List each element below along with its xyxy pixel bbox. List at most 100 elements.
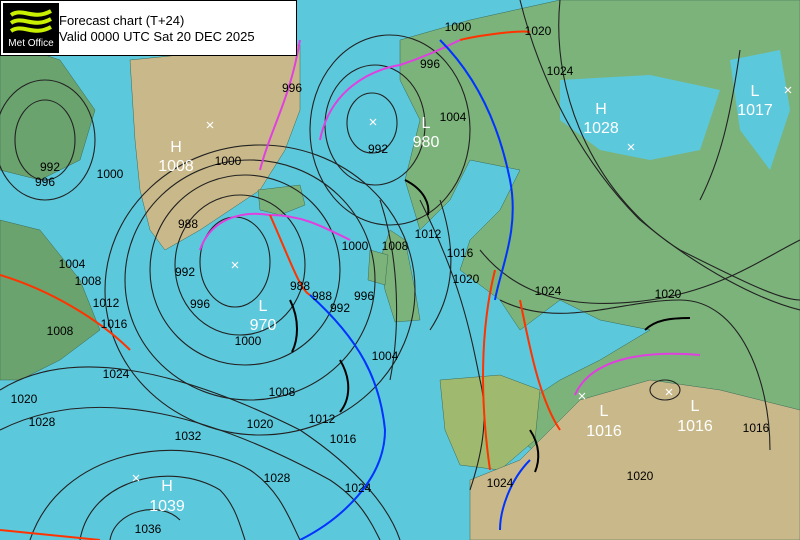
- north-africa: [469, 379, 800, 540]
- pressure-centre: H 1028: [583, 101, 619, 137]
- isobar-label: 1028: [264, 471, 291, 485]
- isobar-label: 996: [354, 289, 374, 303]
- isobar-label: 1008: [75, 274, 102, 288]
- svg-text:980: 980: [413, 134, 440, 151]
- svg-text:H: H: [170, 139, 182, 156]
- logo-waves-icon: [9, 9, 52, 33]
- pressure-centre: L 1017: [737, 83, 773, 119]
- isobar-label: 1024: [345, 481, 372, 495]
- isobar-label: 996: [420, 57, 440, 71]
- isobar-label: 1020: [525, 24, 552, 38]
- pressure-centre: L 980: [413, 115, 440, 151]
- trough: [404, 179, 430, 216]
- isobar-labels: 1008 1000 1020 1024 996 992 996 1000 1000 996 992 1…: [11, 20, 770, 536]
- svg-text:L: L: [751, 83, 760, 100]
- logo-text: Met Office: [8, 38, 54, 49]
- fronts: [0, 30, 701, 540]
- svg-text:1017: 1017: [737, 102, 773, 119]
- isobar-label: 1024: [103, 367, 130, 381]
- trough: [644, 317, 691, 331]
- iceland: [257, 184, 306, 216]
- trough: [339, 359, 350, 413]
- warm-front: [519, 299, 561, 431]
- isobar-label: 1004: [440, 110, 467, 124]
- svg-text:H: H: [161, 478, 173, 495]
- isobar-label: 1016: [330, 432, 357, 446]
- isobar-label: 1024: [535, 284, 562, 298]
- isobar-label: 1000: [445, 20, 472, 34]
- inland-sea-east: [730, 50, 790, 170]
- isobar-label: 1008: [47, 324, 74, 338]
- isobar-label: 996: [282, 81, 302, 95]
- warm-front: [0, 274, 131, 351]
- isobar-label: 1012: [93, 296, 120, 310]
- isobar-label: 1016: [743, 421, 770, 435]
- svg-text:H: H: [595, 101, 607, 118]
- svg-text:L: L: [600, 403, 609, 420]
- cold-front: [299, 294, 387, 540]
- svg-text:1008: 1008: [158, 158, 194, 175]
- isobar-label: 1000: [235, 334, 262, 348]
- cold-front: [439, 39, 514, 301]
- isobar-label: 1036: [135, 522, 162, 536]
- cold-front: [499, 459, 531, 531]
- valid-time: Valid 0000 UTC Sat 20 DEC 2025: [59, 29, 255, 44]
- warm-front: [482, 269, 496, 471]
- occluded-front: [574, 352, 701, 396]
- isobar-label: 1016: [101, 317, 128, 331]
- canada-arctic: [0, 39, 96, 181]
- svg-text:L: L: [259, 298, 268, 315]
- isobar-label: 1032: [175, 429, 202, 443]
- isobar-label: 1020: [655, 287, 682, 301]
- isobar-label: 1020: [11, 392, 38, 406]
- centre-markers: [132, 86, 792, 482]
- isobar-label: 1000: [215, 154, 242, 168]
- warm-front: [269, 214, 311, 296]
- isobar-label: 1020: [453, 272, 480, 286]
- svg-text:1016: 1016: [677, 418, 713, 435]
- isobar-label: 1012: [309, 412, 336, 426]
- ireland: [367, 249, 389, 286]
- svg-text:1039: 1039: [149, 498, 185, 515]
- pressure-centre: L 1016: [586, 403, 622, 440]
- isobar-label: 996: [190, 297, 210, 311]
- svg-text:970: 970: [250, 317, 277, 334]
- svg-text:L: L: [422, 115, 431, 132]
- isobar-label: 992: [330, 301, 350, 315]
- isobar-label: 1000: [342, 239, 369, 253]
- iberia: [439, 374, 541, 471]
- isobar-label: 992: [175, 265, 195, 279]
- isobar-label: 1000: [97, 167, 124, 181]
- warm-front: [459, 30, 531, 41]
- isobar-label: 1016: [447, 246, 474, 260]
- isobar-label: 1012: [415, 227, 442, 241]
- isobar-label: 1020: [247, 417, 274, 431]
- isobar-label: 1024: [487, 476, 514, 490]
- isobar-label: 1004: [59, 257, 86, 271]
- warm-front: [0, 529, 101, 540]
- isobar-label: 992: [40, 160, 60, 174]
- isobar-label: 1020: [627, 469, 654, 483]
- isobar-label: 1004: [372, 349, 399, 363]
- inland-sea: [560, 75, 720, 160]
- chart-title: Forecast chart (T+24): [59, 13, 185, 28]
- svg-text:1016: 1016: [586, 423, 622, 440]
- svg-text:L: L: [691, 398, 700, 415]
- pressure-centre: L 1016: [677, 398, 713, 435]
- svg-text:1028: 1028: [583, 120, 619, 137]
- isobar-label: 1008: [269, 385, 296, 399]
- isobar-label: 988: [178, 217, 198, 231]
- met-office-logo: Met Office: [3, 3, 59, 53]
- pressure-centre: H 1039: [149, 478, 185, 515]
- occluded-front: [259, 39, 301, 171]
- chart-header: Met Office Forecast chart (T+24) Valid 0…: [0, 0, 297, 56]
- pressure-centre: H 1008: [158, 139, 194, 175]
- trough: [289, 299, 298, 353]
- isobar-label: 1028: [29, 415, 56, 429]
- isobar-label: 992: [368, 142, 388, 156]
- canada: [0, 219, 101, 381]
- isobar-label: 988: [312, 289, 332, 303]
